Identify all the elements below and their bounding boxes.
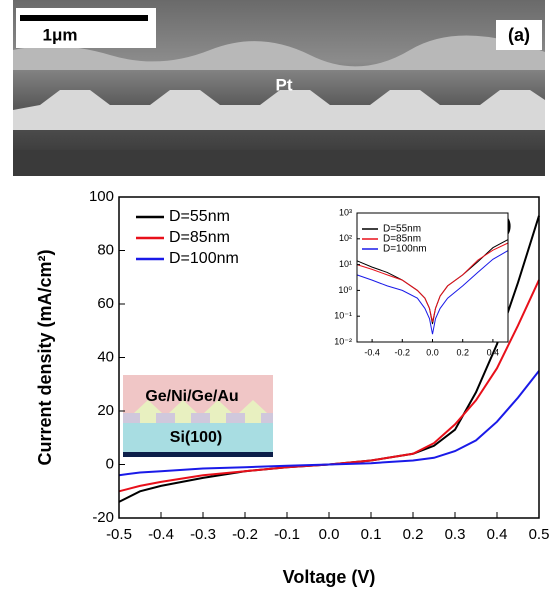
- series-line: [118, 370, 540, 477]
- y-tick-label: 0: [106, 455, 114, 472]
- scale-bar-label: 1μm: [43, 25, 78, 44]
- x-tick-label: 0.1: [361, 526, 382, 543]
- x-tick-label: 0.0: [426, 347, 439, 357]
- x-tick-label: -0.4: [148, 526, 174, 543]
- x-tick-label: -0.5: [106, 526, 132, 543]
- layer-label: Pt: [276, 75, 293, 94]
- scale-bar-box: [16, 8, 156, 48]
- legend-label: D=55nm: [169, 208, 230, 225]
- interface-layer: [123, 413, 273, 423]
- x-tick-label: 0.2: [456, 347, 469, 357]
- x-tick-label: -0.3: [190, 526, 216, 543]
- si-layer: [123, 423, 273, 453]
- x-tick-label: 0.4: [487, 347, 500, 357]
- x-axis-label: Voltage (V): [283, 567, 376, 587]
- sem-pyramids: [13, 90, 545, 130]
- y-tick-label: 10²: [339, 233, 352, 243]
- y-tick-label: 80: [97, 241, 114, 258]
- y-tick-label: -20: [92, 509, 114, 526]
- y-tick-label: 10¹: [339, 259, 352, 269]
- x-tick-label: -0.4: [364, 347, 380, 357]
- sem-surface: [13, 35, 545, 70]
- pyramid-icons: [134, 400, 267, 423]
- legend-label: D=100nm: [169, 250, 239, 267]
- legend-label: D=85nm: [383, 234, 421, 245]
- device-diagram: [123, 375, 273, 457]
- x-tick-label: -0.2: [395, 347, 411, 357]
- y-tick-label: 10⁻²: [334, 336, 352, 346]
- x-tick-label: 0.0: [319, 526, 340, 543]
- back-contact: [123, 452, 273, 457]
- y-tick-label: 10⁰: [338, 285, 352, 295]
- panel-label-box: [496, 20, 542, 50]
- panel-label: (a): [508, 25, 530, 45]
- scale-bar: [20, 15, 148, 21]
- series-line: [356, 242, 509, 323]
- x-tick-label: 0.3: [445, 526, 466, 543]
- sem-image: 1μm (a) Pt: [13, 0, 545, 176]
- y-tick-label: 20: [97, 402, 114, 419]
- y-tick-label: 10³: [339, 207, 352, 217]
- legend-label: D=100nm: [383, 244, 427, 255]
- series-line: [356, 239, 509, 325]
- y-tick-label: 40: [97, 348, 114, 365]
- y-axis-label: Current density (mA/cm²): [35, 249, 55, 465]
- x-tick-label: 0.5: [529, 526, 550, 543]
- x-tick-label: -0.1: [274, 526, 300, 543]
- series-line: [118, 279, 540, 493]
- y-tick-label: 100: [89, 188, 114, 205]
- x-tick-label: -0.2: [232, 526, 258, 543]
- legend-label: D=55nm: [383, 224, 421, 235]
- x-tick-label: 0.2: [403, 526, 424, 543]
- y-tick-label: 10⁻¹: [334, 311, 352, 321]
- x-tick-label: 0.4: [487, 526, 508, 543]
- series-line: [356, 250, 509, 335]
- annotation: Ge/Ni/Ge/Au: [145, 388, 238, 405]
- sem-substrate: [13, 150, 545, 176]
- y-tick-label: 60: [97, 295, 114, 312]
- annotation: Si(100): [170, 429, 222, 446]
- legend-label: D=85nm: [169, 229, 230, 246]
